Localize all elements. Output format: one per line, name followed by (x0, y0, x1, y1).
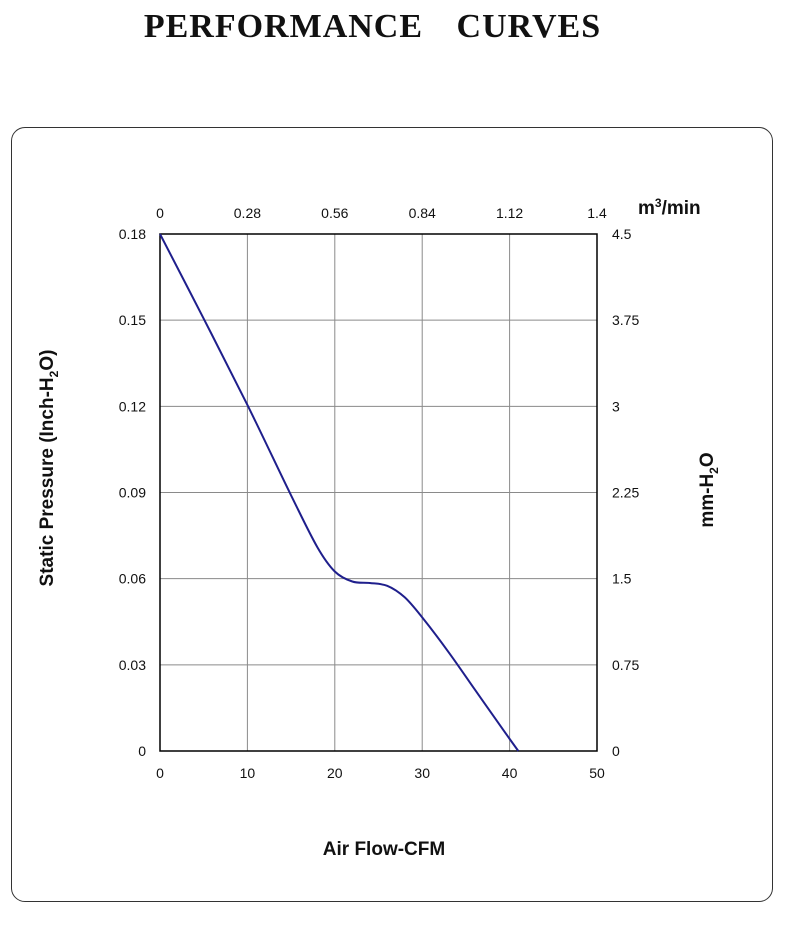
y2-tick-label: 4.5 (612, 226, 632, 242)
tick-labels: 0 10 20 30 40 500 0.28 0.56 0.84 1.12 1.400.030.06… (119, 205, 640, 781)
x2-tick-label: 0.28 (234, 205, 261, 221)
x2-tick-label: 0.56 (321, 205, 348, 221)
y-tick-label: 0.03 (119, 657, 146, 673)
x-tick-label: 40 (502, 765, 518, 781)
y2-tick-label: 0 (612, 743, 620, 759)
plot-area-border (159, 233, 598, 752)
x-tick-label: 50 (589, 765, 605, 781)
x2-tick-label: 1.12 (496, 205, 523, 221)
x2-axis-title: m3/min (638, 196, 701, 219)
y-tick-label: 0.06 (119, 571, 146, 587)
x-axis-title: Air Flow-CFM (323, 839, 445, 860)
chart-frame (11, 127, 773, 902)
x2-tick-label: 1.4 (587, 205, 607, 221)
x-tick-label: 0 (156, 765, 164, 781)
grid (160, 234, 597, 751)
y-tick-label: 0.15 (119, 312, 146, 328)
x-tick-label: 10 (240, 765, 256, 781)
y2-tick-label: 2.25 (612, 485, 639, 501)
y2-tick-label: 3 (612, 398, 620, 414)
x2-tick-label: 0 (156, 205, 164, 221)
y-tick-label: 0.12 (119, 398, 146, 414)
y2-tick-label: 0.75 (612, 657, 639, 673)
y-axis-title: Static Pressure (Inch-H2O) (37, 350, 61, 587)
y-tick-label: 0.09 (119, 485, 146, 501)
y2-tick-label: 1.5 (612, 571, 632, 587)
pressure-curve (159, 233, 520, 752)
page-title: PERFORMANCE CURVES (143, 8, 602, 45)
y-tick-label: 0.18 (119, 226, 146, 242)
y2-axis-title: mm-H2O (697, 452, 721, 527)
x-tick-label: 20 (327, 765, 343, 781)
y2-tick-label: 3.75 (612, 312, 639, 328)
x-tick-label: 30 (414, 765, 430, 781)
x2-tick-label: 0.84 (409, 205, 436, 221)
y-tick-label: 0 (138, 743, 146, 759)
